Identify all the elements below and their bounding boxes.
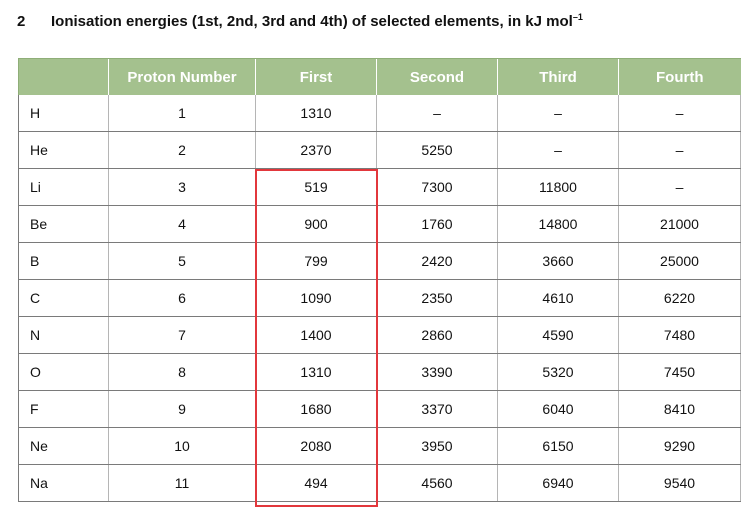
cell-fourth: 21000	[618, 205, 741, 243]
question-heading: 2 Ionisation energies (1st, 2nd, 3rd and …	[17, 12, 583, 30]
cell-third: 6940	[497, 464, 619, 502]
heading-superscript: –1	[572, 12, 583, 22]
question-number: 2	[17, 13, 26, 30]
cell-second: –	[376, 95, 498, 132]
cell-first: 2080	[255, 427, 377, 465]
cell-first: 1400	[255, 316, 377, 354]
cell-third: 4610	[497, 279, 619, 317]
cell-proton-number: 8	[108, 353, 256, 391]
cell-second: 2860	[376, 316, 498, 354]
cell-fourth: 9290	[618, 427, 741, 465]
ionisation-energy-table: Proton Number First Second Third Fourth …	[18, 58, 741, 502]
cell-fourth: 25000	[618, 242, 741, 280]
cell-element: C	[18, 279, 109, 317]
cell-element: Li	[18, 168, 109, 206]
cell-fourth: 7480	[618, 316, 741, 354]
cell-third: 6040	[497, 390, 619, 428]
cell-third: 3660	[497, 242, 619, 280]
header-cell-third: Third	[497, 58, 619, 95]
cell-second: 3390	[376, 353, 498, 391]
cell-proton-number: 10	[108, 427, 256, 465]
header-cell-first: First	[255, 58, 377, 95]
header-cell-proton-number: Proton Number	[108, 58, 256, 95]
header-cell-element	[18, 58, 109, 95]
cell-first: 2370	[255, 131, 377, 169]
cell-second: 3950	[376, 427, 498, 465]
cell-proton-number: 4	[108, 205, 256, 243]
cell-first: 519	[255, 168, 377, 206]
table-row: F 9 1680 3370 6040 8410	[18, 390, 741, 428]
cell-proton-number: 11	[108, 464, 256, 502]
cell-first: 494	[255, 464, 377, 502]
table-row: O 8 1310 3390 5320 7450	[18, 353, 741, 391]
table-row: Li 3 519 7300 11800–	[18, 168, 741, 206]
cell-fourth: –	[618, 131, 741, 169]
table-row: B 5 799 2420 3660 25000	[18, 242, 741, 280]
header-row: Proton Number First Second Third Fourth	[18, 58, 741, 95]
cell-proton-number: 5	[108, 242, 256, 280]
cell-element: N	[18, 316, 109, 354]
cell-fourth: 6220	[618, 279, 741, 317]
cell-proton-number: 3	[108, 168, 256, 206]
cell-second: 4560	[376, 464, 498, 502]
cell-proton-number: 9	[108, 390, 256, 428]
cell-fourth: –	[618, 95, 741, 132]
cell-third: 4590	[497, 316, 619, 354]
cell-second: 5250	[376, 131, 498, 169]
cell-first: 900	[255, 205, 377, 243]
cell-third: 5320	[497, 353, 619, 391]
heading-text: Ionisation energies (1st, 2nd, 3rd and 4…	[51, 13, 573, 30]
table-row: C 6 1090 2350 4610 6220	[18, 279, 741, 317]
cell-fourth: 9540	[618, 464, 741, 502]
cell-third: 6150	[497, 427, 619, 465]
cell-third: 11800	[497, 168, 619, 206]
table-header: Proton Number First Second Third Fourth	[18, 58, 741, 95]
cell-proton-number: 2	[108, 131, 256, 169]
cell-first: 799	[255, 242, 377, 280]
cell-element: O	[18, 353, 109, 391]
cell-proton-number: 1	[108, 95, 256, 132]
cell-element: B	[18, 242, 109, 280]
cell-fourth: –	[618, 168, 741, 206]
cell-fourth: 8410	[618, 390, 741, 428]
cell-first: 1310	[255, 353, 377, 391]
header-cell-fourth: Fourth	[618, 58, 741, 95]
cell-element: H	[18, 95, 109, 132]
table-row: Na 11 494 4560 6940 9540	[18, 464, 741, 502]
table-row: H 1 1310– – –	[18, 95, 741, 132]
cell-element: F	[18, 390, 109, 428]
cell-element: Be	[18, 205, 109, 243]
cell-first: 1310	[255, 95, 377, 132]
cell-third: –	[497, 95, 619, 132]
cell-third: –	[497, 131, 619, 169]
cell-second: 2350	[376, 279, 498, 317]
cell-first: 1680	[255, 390, 377, 428]
cell-second: 1760	[376, 205, 498, 243]
cell-element: Na	[18, 464, 109, 502]
table-row: Ne 10 2080 3950 6150 9290	[18, 427, 741, 465]
cell-third: 14800	[497, 205, 619, 243]
cell-proton-number: 6	[108, 279, 256, 317]
cell-second: 3370	[376, 390, 498, 428]
table-body: H 1 1310– – – He 2 2370 5250– – Li 3 519 7300 11800– Be…	[18, 95, 741, 502]
cell-proton-number: 7	[108, 316, 256, 354]
cell-element: Ne	[18, 427, 109, 465]
cell-second: 7300	[376, 168, 498, 206]
table-row: N 7 1400 2860 4590 7480	[18, 316, 741, 354]
cell-first: 1090	[255, 279, 377, 317]
cell-second: 2420	[376, 242, 498, 280]
cell-fourth: 7450	[618, 353, 741, 391]
table-row: He 2 2370 5250– –	[18, 131, 741, 169]
table-row: Be 4 900 1760 14800 21000	[18, 205, 741, 243]
cell-element: He	[18, 131, 109, 169]
header-cell-second: Second	[376, 58, 498, 95]
